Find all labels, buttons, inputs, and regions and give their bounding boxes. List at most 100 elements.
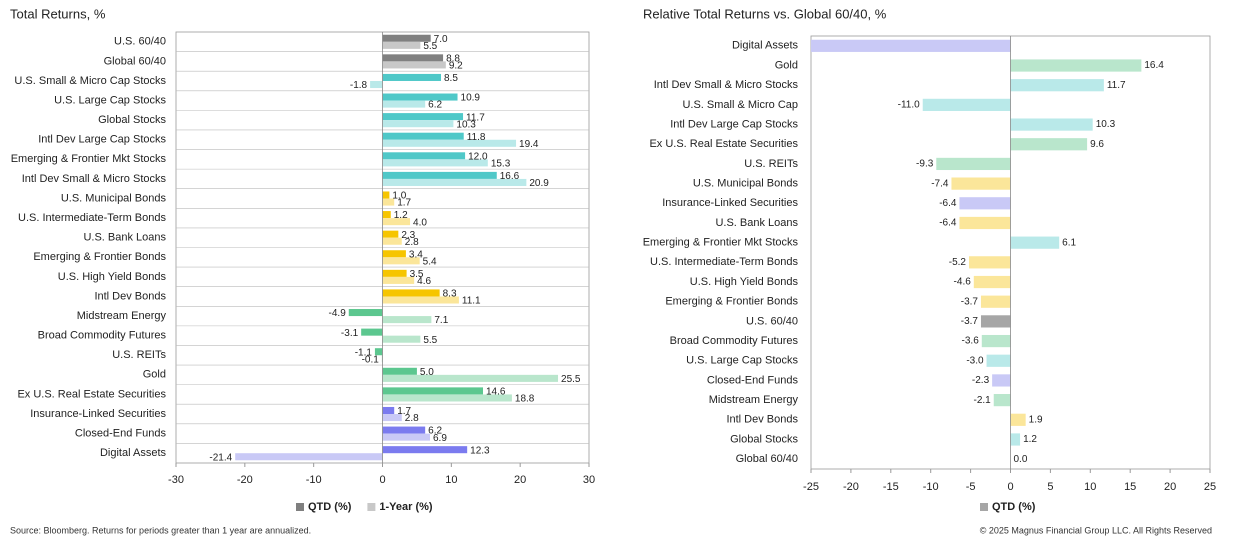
x-tick-label: 20 xyxy=(1164,481,1176,493)
legend-swatch xyxy=(296,503,304,511)
category-label: Ex U.S. Real Estate Securities xyxy=(649,138,798,150)
bar xyxy=(382,61,446,69)
value-label: 2.8 xyxy=(405,237,419,248)
value-label: 1.9 xyxy=(1029,414,1043,425)
value-label: 20.9 xyxy=(529,178,549,189)
bar xyxy=(374,348,383,356)
value-label: -2.3 xyxy=(972,375,990,386)
bar xyxy=(382,289,440,297)
bar xyxy=(382,230,399,238)
bar xyxy=(951,177,1011,190)
value-label: 7.0 xyxy=(434,34,448,45)
value-label: -6.4 xyxy=(939,218,957,229)
value-label: -0.1 xyxy=(362,354,380,365)
source-note: Source: Bloomberg. Returns for periods g… xyxy=(10,525,311,535)
bar xyxy=(382,34,431,42)
value-label: -1.1 xyxy=(355,347,373,358)
value-label: -2.1 xyxy=(974,395,992,406)
category-label: U.S. Large Cap Stocks xyxy=(54,94,166,106)
bar xyxy=(922,98,1011,111)
bar xyxy=(382,139,517,147)
value-label: 5.5 xyxy=(423,41,437,52)
value-label: 11.8 xyxy=(467,132,486,143)
legend-label: 1-Year (%) xyxy=(379,501,433,513)
bars xyxy=(235,34,559,461)
x-tick-label: -5 xyxy=(966,481,976,493)
value-label: 4.6 xyxy=(417,276,431,287)
bar xyxy=(382,446,468,454)
bar xyxy=(1010,138,1088,151)
bar xyxy=(382,191,390,199)
value-label: 16.6 xyxy=(500,171,520,182)
bar xyxy=(811,39,1011,52)
bar xyxy=(981,334,1011,348)
category-label: Emerging & Frontier Mkt Stocks xyxy=(11,153,167,165)
value-label: 0.0 xyxy=(1014,454,1028,465)
bar xyxy=(382,198,395,206)
bar xyxy=(361,328,383,336)
category-label: U.S. Bank Loans xyxy=(715,217,798,229)
value-label: -3.7 xyxy=(961,296,979,307)
value-label: 18.8 xyxy=(515,394,535,405)
value-label: 8.8 xyxy=(446,54,460,65)
legend-swatch xyxy=(980,503,988,511)
category-label: U.S. High Yield Bonds xyxy=(690,276,799,288)
legend-swatch xyxy=(367,503,376,511)
value-label: 11.1 xyxy=(462,296,481,307)
bar xyxy=(382,171,497,179)
bar xyxy=(382,178,527,186)
value-label: -4.9 xyxy=(329,308,347,319)
copyright: © 2025 Magnus Financial Group LLC. All R… xyxy=(980,525,1212,535)
x-tick-label: -25 xyxy=(803,481,819,493)
value-label: 6.2 xyxy=(428,426,442,437)
value-label: 6.1 xyxy=(1062,237,1076,248)
category-label: U.S. Municipal Bonds xyxy=(61,192,167,204)
value-label: -7.4 xyxy=(931,178,949,189)
category-label: Emerging & Frontier Bonds xyxy=(665,296,798,308)
value-label: 3.5 xyxy=(410,269,424,280)
category-label: U.S. 60/40 xyxy=(114,36,166,48)
value-label: -5.2 xyxy=(949,257,967,268)
bar xyxy=(382,426,426,434)
value-label: 5.5 xyxy=(423,335,437,346)
bar xyxy=(382,132,464,140)
value-label: 9.6 xyxy=(1090,139,1104,150)
category-label: Broad Commodity Futures xyxy=(670,335,799,347)
value-label: 12.0 xyxy=(468,151,488,162)
category-label: Midstream Energy xyxy=(77,310,167,322)
category-label: U.S. Large Cap Stocks xyxy=(686,355,798,367)
category-label: Ex U.S. Real Estate Securities xyxy=(17,388,166,400)
value-label: 1.0 xyxy=(392,191,406,202)
bar xyxy=(382,414,402,422)
bar xyxy=(382,394,512,402)
bar xyxy=(382,276,415,284)
bar xyxy=(382,257,420,265)
x-tick-label: 10 xyxy=(445,474,457,486)
category-label: U.S. Intermediate-Term Bonds xyxy=(650,256,798,268)
category-label: U.S. Intermediate-Term Bonds xyxy=(18,212,166,224)
value-label: -3.1 xyxy=(341,328,359,339)
bar xyxy=(382,406,395,415)
value-label: -6.4 xyxy=(939,198,957,209)
category-label: U.S. Municipal Bonds xyxy=(693,178,799,190)
bars xyxy=(811,39,1142,446)
legend-label: QTD (%) xyxy=(308,501,352,513)
bar xyxy=(382,159,488,167)
bar xyxy=(382,374,559,382)
value-label: 16.4 xyxy=(1144,60,1164,71)
value-label: 2.8 xyxy=(405,413,419,424)
value-label: 5.4 xyxy=(423,256,437,267)
bar xyxy=(382,367,417,375)
bar xyxy=(382,73,442,81)
value-label: -9.3 xyxy=(916,159,934,170)
value-label: 1.2 xyxy=(1023,434,1037,445)
value-label: 25.5 xyxy=(561,374,581,385)
bar xyxy=(382,218,411,226)
category-label: U.S. Small & Micro Cap Stocks xyxy=(14,75,166,87)
value-label: 15.3 xyxy=(491,159,511,170)
value-label: 10.3 xyxy=(456,119,476,130)
bar xyxy=(382,113,464,121)
value-label: -3.0 xyxy=(966,355,984,366)
category-label: Digital Assets xyxy=(732,40,799,52)
bar xyxy=(382,269,407,277)
